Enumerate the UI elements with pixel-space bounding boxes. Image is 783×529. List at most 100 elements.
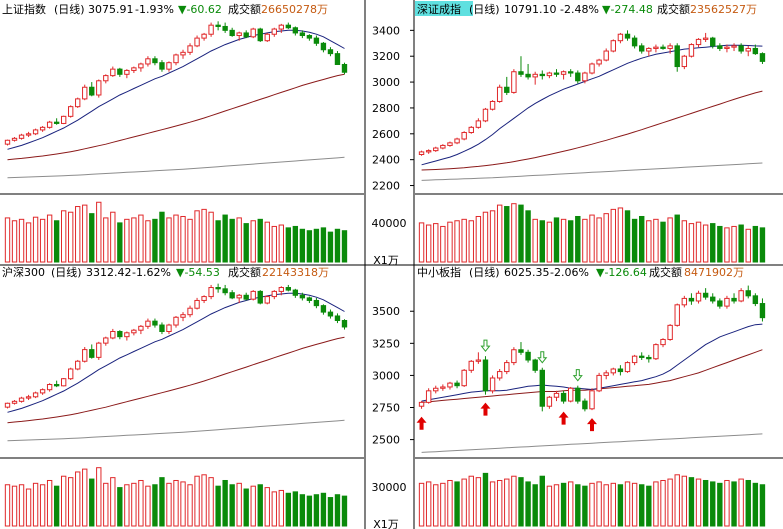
panel-vol-label: 成交额 <box>228 265 261 279</box>
candle-down <box>639 355 645 358</box>
candle-down <box>504 86 510 93</box>
volume-bar <box>489 481 496 527</box>
volume-bar <box>518 477 524 527</box>
volume-bar <box>546 485 553 527</box>
candle-up <box>731 45 737 48</box>
panel-vol-value: 26650278万 <box>261 3 328 16</box>
volume-bar <box>53 485 60 527</box>
volume-bar <box>25 488 32 527</box>
candle-down <box>320 42 327 51</box>
volume-bar <box>334 494 341 527</box>
candle-up <box>688 44 695 57</box>
volume-unit-label: X1万 <box>373 254 399 267</box>
volume-bar <box>124 484 130 527</box>
candle-down <box>89 86 95 96</box>
candle-up <box>131 67 137 71</box>
volume-bar <box>187 218 193 263</box>
volume-bar <box>243 223 249 263</box>
candle-down <box>53 384 60 387</box>
candle-up <box>489 100 496 110</box>
volume-bar <box>660 221 666 263</box>
volume-bar <box>447 221 453 263</box>
candle-down <box>717 45 723 49</box>
volume-bar <box>525 210 531 263</box>
volume-bar <box>4 484 11 527</box>
candle-down <box>702 292 709 298</box>
panel-vol-label: 成交额 <box>649 265 682 279</box>
title-highlight <box>415 1 473 16</box>
volume-bar <box>418 482 425 527</box>
volume-bar <box>32 482 39 527</box>
volume-bar <box>603 213 609 263</box>
y-tick-label: 3000 <box>372 369 400 382</box>
candle-down <box>539 369 545 407</box>
panel-pct: -1.93% <box>135 3 174 16</box>
candle-up <box>596 59 602 65</box>
candle-down <box>243 32 249 38</box>
y-tick-label: 3200 <box>372 50 400 63</box>
volume-bar <box>752 482 759 527</box>
volume-bar <box>433 484 439 527</box>
candle-up <box>646 47 652 52</box>
volume-bar <box>285 492 292 527</box>
candle-down <box>229 292 235 299</box>
volume-bar <box>278 224 284 263</box>
candle-up <box>624 362 631 373</box>
volume-bar <box>688 223 695 263</box>
volume-bar <box>60 475 67 527</box>
candle-up <box>103 337 109 344</box>
volume-bar <box>250 220 256 263</box>
candle-up <box>745 47 751 52</box>
candle-up <box>4 139 11 145</box>
volume-bar <box>264 221 270 263</box>
volume-bar <box>702 479 709 527</box>
volume-bar <box>89 478 95 527</box>
volume-bar <box>745 228 751 263</box>
volume-bar <box>653 481 659 527</box>
volume-bar <box>320 227 327 263</box>
volume-bar <box>724 227 730 263</box>
candle-up <box>131 329 137 334</box>
volume-bar <box>560 218 567 263</box>
candle-down <box>334 315 341 322</box>
candle-up <box>454 138 460 144</box>
candle-up <box>25 396 32 399</box>
candle-down <box>257 290 263 304</box>
volume-bar <box>731 225 737 263</box>
candle-up <box>173 54 179 64</box>
volume-bar <box>553 484 560 527</box>
candle-down <box>222 25 228 31</box>
volume-bar <box>639 484 645 527</box>
candle-up <box>96 342 102 358</box>
candle-up <box>145 58 151 65</box>
y-tick-label: 2200 <box>372 180 400 193</box>
candle-down <box>553 72 560 75</box>
volume-bar <box>46 479 53 527</box>
volume-bar <box>117 222 123 263</box>
candle-up <box>173 316 179 326</box>
volume-bar <box>752 225 759 263</box>
volume-bar <box>454 220 460 263</box>
candle-up <box>208 287 214 298</box>
volume-bar <box>539 220 545 263</box>
candle-down <box>617 368 624 373</box>
candle-up <box>461 369 467 387</box>
candle-up <box>4 402 11 408</box>
candle-up <box>271 28 277 35</box>
candle-up <box>440 144 446 149</box>
y-tick-label: 2800 <box>372 102 400 115</box>
volume-bar <box>299 494 306 527</box>
volume-bar <box>32 216 39 263</box>
volume-bar <box>539 475 545 527</box>
volume-bar <box>717 225 723 263</box>
volume-bar <box>82 468 88 527</box>
volume-bar <box>759 484 766 527</box>
panel-change: ▼-60.62 <box>178 3 222 16</box>
volume-bar <box>250 485 256 527</box>
volume-bar <box>145 485 151 527</box>
candle-down <box>518 349 524 353</box>
volume-bar <box>717 482 723 527</box>
volume-bar <box>75 471 81 527</box>
candle-up <box>610 40 617 52</box>
candle-up <box>60 115 67 124</box>
